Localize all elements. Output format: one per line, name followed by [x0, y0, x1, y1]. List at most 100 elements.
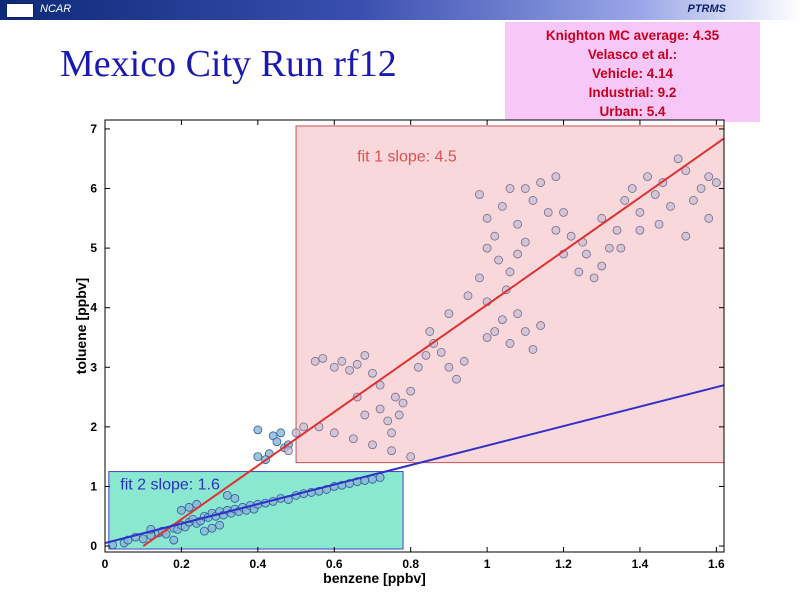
high-cluster-point	[681, 231, 691, 241]
low-cluster-point	[253, 452, 263, 462]
high-cluster-point	[497, 315, 507, 325]
high-cluster-point	[490, 231, 500, 241]
high-cluster-point	[528, 196, 538, 205]
y-tick-label: 5	[90, 241, 97, 255]
fit-region-label-2: fit 2 slope: 1.6	[120, 476, 220, 493]
y-tick-label: 3	[90, 360, 97, 374]
high-cluster-point	[520, 327, 530, 336]
high-cluster-point	[543, 207, 553, 217]
high-cluster-point	[704, 213, 714, 223]
high-cluster-point	[383, 416, 393, 426]
high-cluster-point	[520, 184, 530, 193]
high-cluster-point	[635, 225, 645, 235]
high-cluster-point	[482, 243, 492, 253]
fit-line-2	[104, 384, 725, 545]
high-cluster-point	[444, 309, 454, 319]
low-cluster-point	[207, 523, 217, 533]
y-tick-label: 0	[90, 539, 97, 553]
low-cluster-point	[215, 520, 225, 530]
high-cluster-point	[368, 440, 377, 450]
high-cluster-point	[597, 261, 607, 271]
high-cluster-point	[513, 219, 523, 229]
high-cluster-point	[589, 273, 599, 283]
slide-title: Mexico City Run rf12	[60, 43, 397, 85]
fit-region-label-1: fit 1 slope: 4.5	[357, 149, 457, 166]
high-cluster-point	[482, 213, 492, 223]
high-cluster-point	[536, 178, 545, 187]
x-tick-label: 0.6	[326, 557, 343, 571]
high-cluster-point	[574, 267, 584, 277]
plot-frame	[104, 119, 725, 553]
high-cluster-point	[406, 386, 416, 396]
header-banner: NCAR PTRMS	[0, 0, 800, 20]
high-cluster-point	[635, 207, 645, 217]
ncar-logo	[6, 3, 34, 18]
low-cluster-point	[272, 437, 282, 447]
high-cluster-point	[459, 356, 469, 366]
high-cluster-point	[497, 201, 507, 211]
high-cluster-point	[444, 362, 454, 372]
high-cluster-point	[329, 428, 339, 438]
high-cluster-point	[704, 172, 714, 182]
high-cluster-point	[406, 452, 416, 462]
high-cluster-point	[505, 267, 515, 277]
x-tick-label: 0.8	[402, 557, 419, 571]
high-cluster-point	[463, 291, 473, 301]
low-cluster-point	[222, 490, 232, 500]
high-cluster-point	[482, 333, 492, 342]
high-cluster-point	[505, 184, 515, 193]
y-tick-label: 4	[90, 301, 97, 315]
y-tick-label: 7	[90, 122, 97, 136]
y-tick-label: 1	[90, 479, 97, 493]
high-cluster-point	[513, 249, 523, 259]
x-tick-label: 0.2	[173, 557, 190, 571]
high-cluster-point	[390, 392, 400, 402]
high-cluster-point	[650, 190, 660, 199]
high-cluster-point	[612, 225, 622, 235]
high-cluster-point	[398, 398, 408, 408]
y-tick-label: 6	[90, 182, 97, 196]
x-tick-label: 1	[484, 557, 491, 571]
high-cluster-point	[536, 321, 545, 330]
high-cluster-point	[394, 410, 404, 420]
high-cluster-point	[566, 231, 576, 241]
high-cluster-point	[337, 356, 347, 366]
high-cluster-point	[375, 380, 385, 390]
low-cluster-point	[169, 535, 179, 545]
low-cluster-point	[375, 473, 385, 482]
info-line: Velasco et al.:	[587, 47, 678, 62]
high-cluster-point	[505, 339, 515, 348]
high-cluster-point	[604, 243, 614, 253]
info-line: Industrial: 9.2	[588, 85, 677, 100]
low-cluster-point	[184, 502, 194, 512]
high-cluster-point	[490, 327, 500, 336]
high-cluster-point	[494, 255, 503, 265]
high-cluster-point	[643, 172, 652, 182]
high-cluster-point	[654, 219, 664, 229]
header-left-label: NCAR	[40, 3, 72, 15]
low-cluster-point	[199, 526, 209, 536]
x-tick-label: 0	[102, 557, 109, 571]
info-line: Vehicle: 4.14	[591, 66, 674, 81]
high-cluster-point	[582, 249, 591, 259]
y-tick-label: 2	[90, 420, 97, 434]
high-cluster-point	[681, 166, 691, 176]
high-cluster-point	[666, 201, 675, 211]
low-cluster-point	[138, 534, 148, 544]
y-axis-label: toluene [ppbv]	[73, 278, 89, 374]
high-cluster-point	[360, 350, 370, 360]
high-cluster-point	[452, 374, 461, 384]
high-cluster-point	[551, 225, 561, 235]
high-cluster-point	[291, 428, 301, 438]
low-cluster-point	[230, 493, 240, 503]
high-cluster-point	[345, 365, 354, 375]
high-cluster-point	[597, 213, 607, 223]
high-cluster-point	[413, 362, 423, 372]
high-cluster-point	[360, 410, 370, 420]
high-cluster-point	[375, 404, 385, 414]
high-cluster-point	[352, 359, 362, 369]
high-cluster-point	[421, 350, 431, 360]
high-cluster-point	[348, 434, 358, 444]
high-cluster-point	[551, 172, 561, 182]
